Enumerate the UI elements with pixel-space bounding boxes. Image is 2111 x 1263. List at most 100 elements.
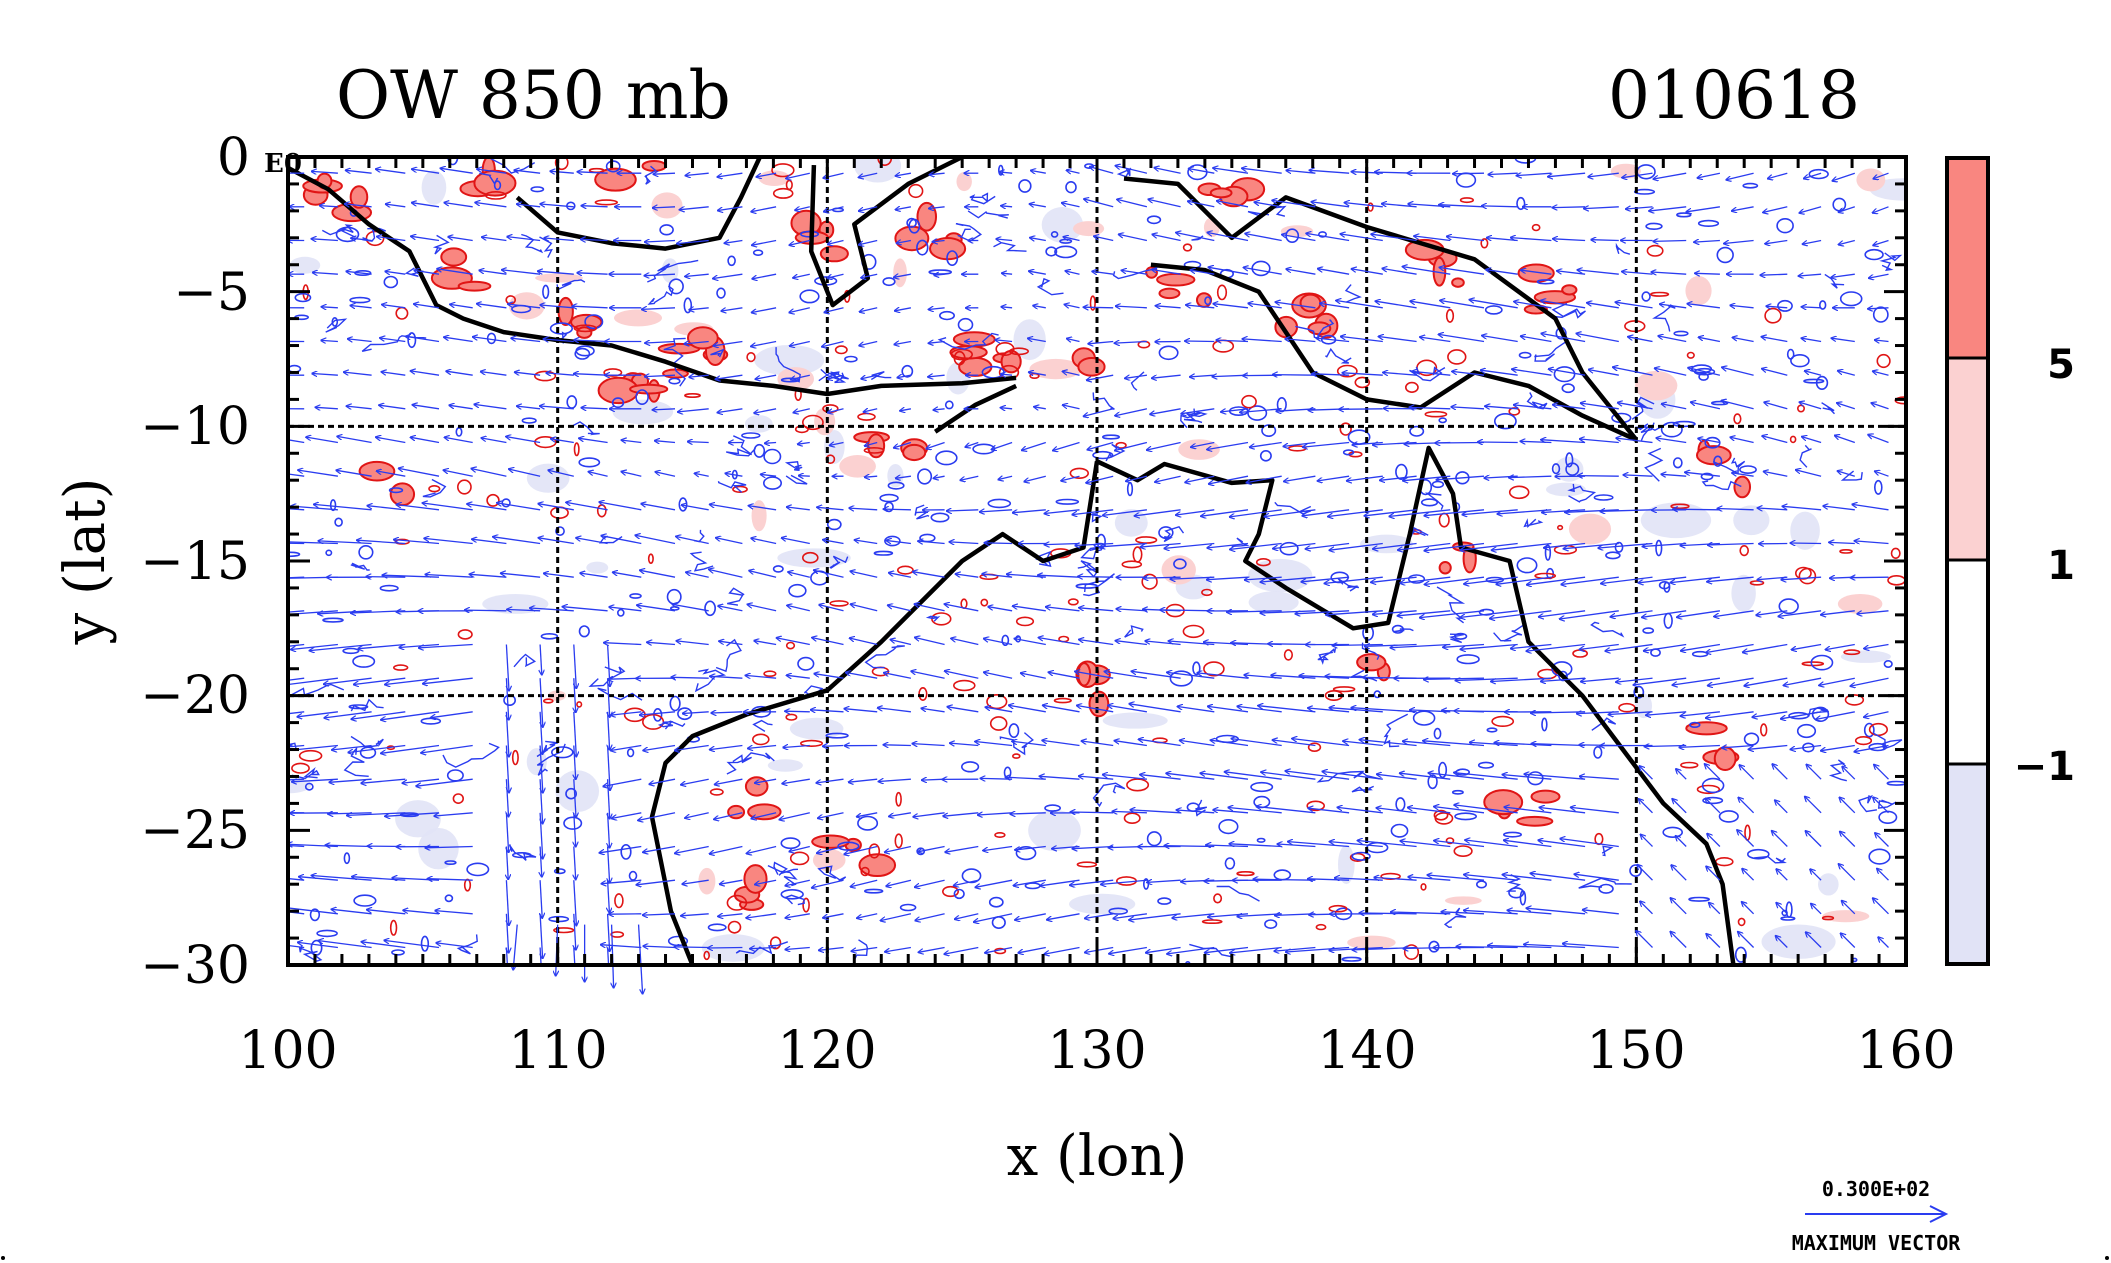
- ow-contour-positive: [291, 762, 310, 774]
- ow-contour-line: [432, 234, 450, 255]
- ow-contour-positive: [610, 931, 625, 938]
- wind-vector: [757, 172, 777, 177]
- wind-vector: [1763, 206, 1788, 213]
- ow-contour-negative: [741, 432, 761, 439]
- ow-contour-negative: [1102, 434, 1121, 440]
- ow-contour-negative: [1872, 306, 1889, 323]
- wind-vector: [1470, 300, 1518, 309]
- ow-contour-line: [1523, 518, 1544, 528]
- wind-vector: [825, 307, 844, 313]
- ow-contour-negative: [1718, 810, 1739, 823]
- ow-contour-negative: [887, 481, 905, 490]
- ow-contour-positive: [732, 485, 748, 493]
- map-title: OW 850 mb: [336, 57, 731, 134]
- ow-contour-negative: [383, 275, 399, 289]
- wind-vector: [884, 745, 911, 746]
- wind-vector: [1688, 304, 1720, 309]
- map-date: 010618: [1608, 57, 1860, 134]
- page-corner-mark: [2105, 1256, 2109, 1260]
- ow-contour-line: [1821, 402, 1835, 415]
- ow-positive-region-light: [893, 258, 907, 288]
- ow-contour-line: [689, 551, 714, 572]
- ow-contour-negative: [444, 894, 454, 903]
- wind-vector: [1553, 207, 1586, 208]
- wind-vector: [1435, 443, 1485, 444]
- ow-contour-positive: [785, 641, 796, 650]
- ow-contour-negative: [946, 250, 959, 266]
- ow-contour-negative: [553, 868, 566, 875]
- wind-vector: [346, 170, 372, 174]
- wind-vector: [751, 340, 777, 347]
- ow-negative-region: [1337, 844, 1355, 885]
- wind-vector: [1626, 207, 1653, 209]
- ow-contour-line: [726, 435, 757, 457]
- ow-positive-region: [1356, 653, 1387, 672]
- wind-vector: [386, 204, 406, 207]
- ow-contour-negative: [1250, 781, 1274, 793]
- wind-vector: [721, 307, 743, 311]
- ow-contour-line: [289, 683, 345, 697]
- ow-positive-region: [594, 167, 637, 192]
- wind-vector: [1694, 241, 1720, 243]
- wind-vector: [1687, 206, 1720, 212]
- ow-contour-positive: [771, 163, 795, 178]
- ow-contour-negative: [1780, 916, 1796, 921]
- ow-contour-positive: [860, 866, 870, 877]
- wind-vector: [1453, 173, 1485, 174]
- coastline: [933, 383, 1018, 434]
- colorbar-segment-upper: [1947, 358, 1988, 560]
- ow-contour-negative: [1688, 896, 1711, 902]
- ow-contour-line: [1361, 642, 1380, 660]
- ow-contour-negative: [1803, 378, 1825, 384]
- ow-contour-negative: [563, 816, 583, 830]
- wind-vector: [1116, 306, 1147, 308]
- ow-contour-positive: [772, 187, 794, 199]
- wind-vector: [366, 577, 406, 578]
- wind-vector: [1584, 207, 1619, 209]
- ow-contour-line: [694, 668, 727, 693]
- ow-contour-positive: [1203, 661, 1225, 677]
- ow-contour-line: [1712, 457, 1746, 475]
- wind-vector: [322, 307, 338, 308]
- wind-vector: [444, 203, 473, 208]
- ow-contour-negative: [493, 180, 502, 191]
- y-tick-label-m10: −10: [140, 397, 250, 457]
- wind-vector: [718, 172, 743, 177]
- wind-vector: [752, 307, 777, 313]
- ow-contour-positive: [684, 392, 701, 398]
- wind-vector: [1660, 304, 1687, 309]
- wind-vector: [1695, 273, 1720, 274]
- ow-contour-line: [993, 241, 1027, 252]
- x-tick-labels: 100 110 120 130 140 150 160: [238, 1021, 1955, 1081]
- ow-positive-region: [1077, 357, 1106, 377]
- wind-vector: [859, 340, 878, 346]
- ow-contour-positive: [484, 190, 507, 200]
- ow-contour-line: [456, 934, 478, 955]
- wind-vector: [1144, 577, 1181, 578]
- wind-vector: [1001, 307, 1013, 308]
- ow-contour-positive: [1216, 284, 1228, 301]
- ow-contour-line: [1877, 799, 1897, 809]
- ow-contour-negative: [352, 654, 376, 668]
- ow-contour-negative: [826, 518, 842, 531]
- ow-contour-line: [1828, 759, 1847, 782]
- ow-contour-negative: [444, 860, 457, 866]
- wind-vector: [930, 173, 945, 175]
- wind-vector: [1440, 301, 1485, 309]
- ow-contour-negative: [1874, 479, 1883, 495]
- wind-vector: [1732, 206, 1754, 211]
- wind-vector: [1030, 204, 1046, 207]
- wind-vector: [1084, 199, 1114, 208]
- ow-contour-line: [442, 742, 500, 768]
- x-axis-label: x (lon): [1007, 1124, 1188, 1189]
- ow-contour-negative: [669, 695, 681, 712]
- wind-vector: [1622, 272, 1653, 275]
- ow-contour-line: [1448, 633, 1464, 644]
- wind-vector: [444, 337, 473, 343]
- ow-contour-negative: [1015, 845, 1037, 861]
- wind-vector: [313, 273, 338, 275]
- ow-contour-positive: [1182, 624, 1205, 639]
- ow-positive-region-light: [956, 172, 972, 192]
- ow-contour-negative: [343, 852, 351, 865]
- wind-vector: [473, 337, 507, 343]
